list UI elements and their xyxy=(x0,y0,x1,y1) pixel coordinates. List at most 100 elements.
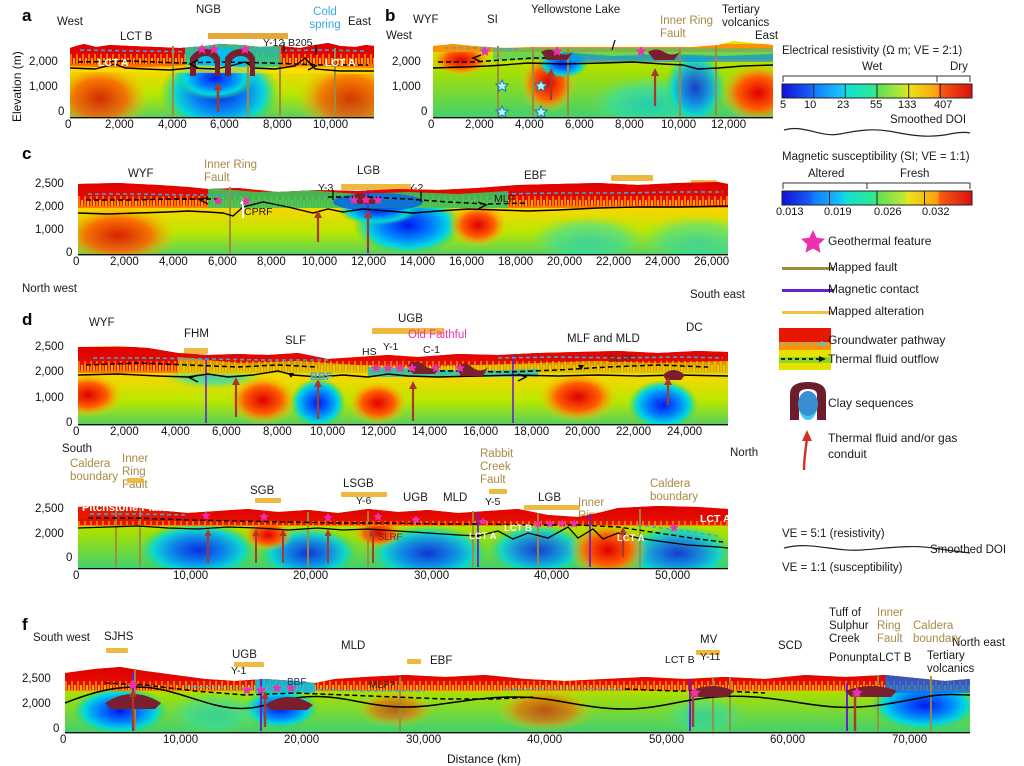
susceptibility-tick-0013: 0.013 xyxy=(776,206,804,218)
susceptibility-tick-0026: 0.026 xyxy=(874,206,902,218)
panel-f-annotation-ponunpta: Ponunpta xyxy=(829,652,879,664)
panel-f-xtick-20000: 20,000 xyxy=(284,734,320,746)
susceptibility-tick-0032: 0.032 xyxy=(922,206,950,218)
panel-e-annotation-caldera-boundary-right: Caldera boundary xyxy=(650,478,698,503)
smoothed-doi-label-bottom: Smoothed DOI xyxy=(930,544,1007,556)
panel-f-left-direction: South west xyxy=(33,632,90,644)
panel-f-annotation-y1: Y-1 xyxy=(231,665,247,677)
panel-e-xtick-10000: 10,000 xyxy=(173,570,209,582)
panel-a-alteration-bar xyxy=(208,33,288,39)
panel-c-xtick-0: 0 xyxy=(73,256,80,268)
panel-d-xtick-12000: 12,000 xyxy=(361,426,397,438)
line-icon-mapped-fault xyxy=(782,267,834,270)
panel-b-xtick-8000: 8,000 xyxy=(615,119,644,131)
resistivity-tick-133: 133 xyxy=(898,99,917,111)
panel-d-annotation-mlf-mld: MLF and MLD xyxy=(567,333,640,345)
panel-d-xtick-22000: 22,000 xyxy=(616,426,652,438)
panel-e-label-lcta-2: LCT A xyxy=(617,533,645,544)
panel-d-xtick-24000: 24,000 xyxy=(667,426,703,438)
panel-e-ytick-0: 0 xyxy=(66,552,73,564)
panel-letter-a: a xyxy=(22,6,32,25)
susceptibility-colorbar xyxy=(781,190,973,206)
panel-e-label-lcta-1: LCT A xyxy=(469,531,497,542)
panel-f-annotation-ugb: UGB xyxy=(232,649,257,661)
panel-f-annotation-tertiary-volcanics: Tertiary volcanics xyxy=(927,650,975,675)
panel-e-annotation-ugb: UGB xyxy=(403,492,428,504)
panel-d-ytick-2000: 2,000 xyxy=(35,366,64,378)
panel-a-label-lcta-east: LCT A xyxy=(325,57,356,69)
panel-c-annotation-mlf: MLF xyxy=(494,193,515,205)
panel-a-ytick-1000: 1,000 xyxy=(29,81,58,93)
panel-e-annotation-lgb: LGB xyxy=(538,492,562,504)
panel-e-label-pitchstone-plateau-flow: Pitchstone Plateau Flow xyxy=(82,502,209,514)
panel-a-xtick-4000: 4,000 xyxy=(158,119,187,131)
legend-label-thermal-conduit: Thermal fluid and/or gas conduit xyxy=(828,431,958,462)
panel-f-annotation-y11: Y-11 xyxy=(700,651,721,663)
panel-b-annotation-yellowstone-lake: Yellowstone Lake xyxy=(531,4,621,16)
line-icon-magnetic-contact xyxy=(782,289,834,292)
panel-c-annotation-lgb: LGB xyxy=(357,165,381,177)
panel-a-label-lcta-west: LCT A xyxy=(98,57,129,69)
panel-b-xaxis: 0 2,000 4,000 6,000 8,000 10,000 12,000 xyxy=(428,119,773,133)
panel-c-ytick-2500: 2,500 xyxy=(35,178,64,190)
panel-c-annotation-y3: Y-3 xyxy=(318,182,334,194)
panel-letter-f: f xyxy=(22,615,28,634)
panel-c-xtick-16000: 16,000 xyxy=(449,256,485,268)
panel-b-ytick-1000: 1,000 xyxy=(392,81,421,93)
panel-a-annotation-b205: B205 xyxy=(288,37,313,49)
panel-d-xtick-4000: 4,000 xyxy=(161,426,190,438)
panel-d-xtick-16000: 16,000 xyxy=(463,426,499,438)
x-axis-title: Distance (km) xyxy=(447,752,522,766)
panel-a-annotation-ngb: NGB xyxy=(196,4,221,16)
panel-a-section xyxy=(69,42,374,119)
panel-d-alteration-bar-ugb xyxy=(372,328,444,334)
panel-d-xtick-6000: 6,000 xyxy=(212,426,241,438)
panel-f-alteration-bar-ugb xyxy=(234,662,264,667)
panel-f-annotation-lctb-mid: LCT B xyxy=(665,654,695,666)
panel-d-alteration-bar-fhm xyxy=(184,348,208,354)
panel-c-alteration-bar-lgb xyxy=(341,184,411,190)
panel-b-xtick-12000: 12,000 xyxy=(711,119,747,131)
panel-f-annotation-tuff-sulphur-creek: Tuff of Sulphur Creek xyxy=(829,607,869,645)
swatch-icon-groundwater-thermal xyxy=(779,328,831,370)
panel-c-annotation-ebf: EBF xyxy=(524,170,547,182)
panel-f-xtick-10000: 10,000 xyxy=(163,734,199,746)
panel-d-ytick-2500: 2,500 xyxy=(35,341,64,353)
panel-d-section xyxy=(77,346,729,426)
panel-e-annotation-y5: Y-5 xyxy=(485,496,501,508)
panel-d-xtick-14000: 14,000 xyxy=(412,426,448,438)
panel-a-xtick-10000: 10,000 xyxy=(313,119,349,131)
panel-a-xtick-0: 0 xyxy=(65,119,72,131)
resistivity-tick-55: 55 xyxy=(870,99,883,111)
conduit-arrow-icon xyxy=(802,430,812,471)
panel-d-xtick-2000: 2,000 xyxy=(110,426,139,438)
panel-d-annotation-slf: SLF xyxy=(285,335,307,347)
panel-e-annotation-mld: MLD xyxy=(443,492,468,504)
panel-c-ytick-1000: 1,000 xyxy=(35,224,64,236)
panel-d-xtick-0: 0 xyxy=(73,426,80,438)
resistivity-tick-10: 10 xyxy=(804,99,817,111)
panel-f-annotation-mv: MV xyxy=(700,634,718,646)
panel-b-right-direction: East xyxy=(755,30,779,42)
panel-a-annotation-cold-spring: Cold spring xyxy=(309,6,341,31)
panel-c-xtick-8000: 8,000 xyxy=(257,256,286,268)
y-axis-title: Elevation (m) xyxy=(10,51,24,122)
susceptibility-ticks: 0.013 0.019 0.026 0.032 xyxy=(776,206,986,220)
panel-f-annotation-bbf: BBF xyxy=(287,677,307,688)
resistivity-tick-407: 407 xyxy=(934,99,953,111)
panel-f-alteration-bar-mv xyxy=(696,650,720,655)
panel-c-alteration-bar-2 xyxy=(611,175,653,181)
panel-e-alteration-bar-0 xyxy=(127,478,143,483)
panel-a-ytick-0: 0 xyxy=(58,106,65,118)
panel-c-xtick-20000: 20,000 xyxy=(547,256,583,268)
panel-e-label-lcta-3: LCT A xyxy=(700,513,731,525)
resistivity-title: Electrical resistivity (Ω m; VE = 2:1) xyxy=(782,45,963,57)
panel-letter-c: c xyxy=(22,144,32,163)
ve-susceptibility-label: VE = 1:1 (susceptibility) xyxy=(782,562,903,574)
panel-c-xtick-24000: 24,000 xyxy=(645,256,681,268)
legend-label-magnetic-contact: Magnetic contact xyxy=(828,282,919,296)
panel-f-xtick-70000: 70,000 xyxy=(892,734,928,746)
panel-e-alteration-bar-rcf xyxy=(489,489,507,494)
panel-c-annotation-y2: Y-2 xyxy=(408,182,424,194)
panel-d-annotation-dc: DC xyxy=(686,322,703,334)
